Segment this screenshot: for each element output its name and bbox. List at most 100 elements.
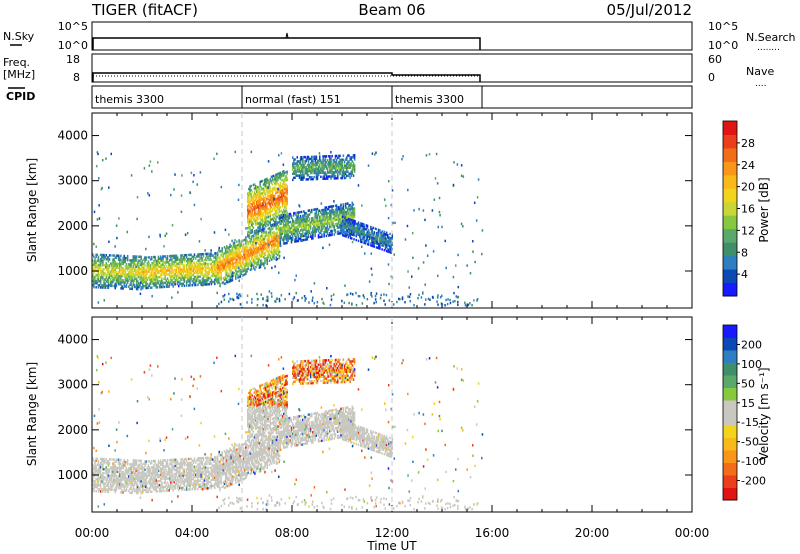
velocity-cell: [121, 485, 123, 488]
power-cell: [124, 267, 127, 270]
power-cell: [286, 219, 288, 222]
power-cell: [269, 214, 272, 218]
power-cell: [331, 211, 333, 214]
power-cell: [385, 237, 388, 241]
power-cell: [234, 238, 236, 242]
power-cell: [179, 268, 181, 271]
power-cell: [171, 254, 173, 258]
power-cell: [284, 213, 286, 217]
power-cell: [372, 232, 374, 236]
power-cell: [258, 264, 261, 267]
power-cell: [238, 239, 240, 242]
power-cell: [307, 223, 310, 227]
power-cell: [240, 270, 243, 274]
power-cell: [182, 282, 185, 285]
power-cell: [158, 271, 161, 275]
power-cell: [140, 288, 142, 291]
velocity-cell: [124, 481, 127, 484]
power-cell: [163, 245, 165, 248]
power-cell: [99, 263, 102, 267]
power-cell: [227, 262, 229, 266]
power-cell: [245, 240, 247, 243]
velocity-cell: [121, 476, 123, 480]
power-cell: [188, 267, 190, 271]
velocity-cell: [103, 468, 105, 471]
power-cell: [354, 230, 356, 233]
power-cell: [263, 223, 266, 226]
power-cell: [347, 170, 349, 174]
power-cell: [298, 166, 301, 169]
power-cell: [251, 214, 254, 218]
velocity-cell: [135, 473, 138, 477]
power-cell: [333, 160, 336, 164]
power-cell: [380, 233, 382, 236]
colorbar-tick-label: 28: [741, 137, 755, 150]
power-cell: [272, 251, 274, 255]
power-cell: [336, 218, 339, 221]
power-cell: [440, 294, 443, 298]
power-cell: [146, 264, 149, 267]
velocity-cell: [117, 486, 120, 490]
power-cell: [304, 226, 306, 229]
colorbar-tick-label: 8: [741, 246, 748, 259]
power-cell: [226, 261, 228, 264]
power-cell: [320, 215, 322, 218]
power-cell: [102, 253, 104, 257]
power-cell: [236, 272, 238, 276]
power-cell: [248, 234, 250, 238]
power-cell: [130, 267, 132, 270]
velocity-cell: [139, 479, 141, 483]
power-cell: [250, 223, 253, 227]
power-cell: [172, 254, 174, 258]
power-cell: [406, 224, 409, 228]
power-cell: [345, 218, 347, 222]
power-cell: [102, 286, 104, 289]
power-cell: [272, 194, 275, 198]
power-cell: [347, 154, 349, 157]
power-cell: [322, 167, 324, 170]
power-cell: [197, 259, 199, 262]
power-cell: [126, 277, 129, 280]
power-cell: [228, 300, 230, 303]
power-cell: [401, 296, 404, 299]
power-cell: [339, 158, 341, 162]
power-cell: [304, 296, 307, 300]
velocity-cell: [120, 485, 122, 488]
power-cell: [250, 239, 253, 243]
power-cell: [172, 277, 174, 280]
power-cell: [266, 240, 269, 243]
power-cell: [226, 269, 228, 272]
power-cell: [267, 251, 270, 255]
power-cell: [102, 278, 104, 281]
power-cell: [354, 222, 356, 225]
power-cell: [263, 190, 266, 194]
power-cell: [221, 265, 224, 268]
power-cell: [284, 179, 286, 183]
velocity-cell: [130, 471, 132, 474]
nsky-tick-top: 10^5: [58, 20, 88, 33]
power-cell: [345, 210, 348, 214]
velocity-cell: [96, 479, 99, 483]
power-cell: [114, 256, 117, 259]
power-cell: [340, 209, 342, 213]
power-cell: [292, 164, 294, 167]
power-cell: [271, 197, 274, 200]
power-cell: [92, 275, 94, 279]
power-cell: [215, 270, 217, 273]
power-cell: [138, 285, 140, 289]
power-cell: [232, 252, 235, 255]
power-cell: [279, 210, 282, 213]
power-cell: [349, 158, 351, 161]
power-cell: [102, 263, 104, 267]
power-cell: [211, 272, 214, 276]
power-cell: [223, 264, 226, 267]
power-cell: [306, 178, 309, 181]
colorbar-step: [723, 215, 737, 230]
power-cell: [278, 299, 281, 303]
velocity-cell: [99, 469, 102, 473]
power-cell: [361, 230, 363, 234]
freq-label: Freq.: [3, 56, 30, 69]
power-cell: [331, 229, 333, 233]
power-cell: [340, 164, 342, 168]
